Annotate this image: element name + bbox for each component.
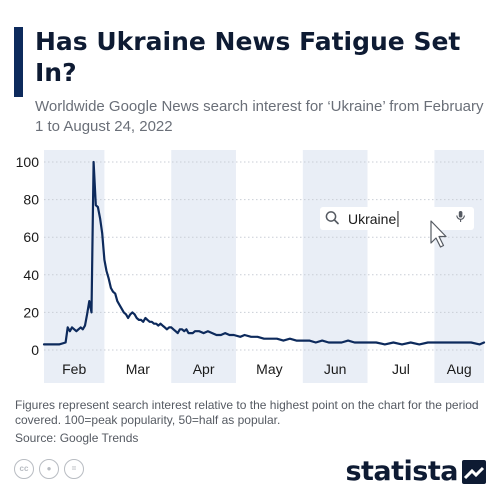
search-query: Ukraine xyxy=(348,211,396,227)
y-tick-label: 20 xyxy=(23,304,39,320)
chart-subtitle: Worldwide Google News search interest fo… xyxy=(35,98,484,135)
line-chart: 0 20 40 60 80 100 Feb Mar Apr May Jun Jul Aug Ukrai… xyxy=(16,150,486,383)
no-derivatives-icon: = xyxy=(64,459,84,479)
logo-wordmark: statista xyxy=(345,456,458,487)
y-tick-label: 80 xyxy=(23,192,39,208)
month-band-apr xyxy=(171,150,236,383)
search-box: Ukraine xyxy=(320,207,474,230)
logo-mark-icon xyxy=(462,459,486,484)
month-band-aug xyxy=(434,150,484,383)
license-icons: cc ● = xyxy=(14,459,84,479)
title-accent-bar xyxy=(14,27,23,97)
y-tick-label: 0 xyxy=(31,342,39,358)
microphone-icon xyxy=(456,211,465,222)
series-line-0 xyxy=(42,160,486,346)
month-bands xyxy=(44,150,484,383)
x-tick-label: Feb xyxy=(62,361,86,377)
statista-logo: statista xyxy=(345,456,486,487)
x-tick-label: Apr xyxy=(193,361,215,377)
cc-icon: cc xyxy=(14,459,34,479)
mouse-cursor-icon xyxy=(430,220,447,248)
y-tick-labels: 0 20 40 60 80 100 xyxy=(16,154,40,358)
y-tick-label: 40 xyxy=(23,267,39,283)
source-label: Source: Google Trends xyxy=(15,431,139,445)
x-tick-labels: Feb Mar Apr May Jun Jul Aug xyxy=(62,361,472,377)
gridlines xyxy=(44,161,484,351)
month-band-jun xyxy=(302,150,368,383)
chart-footnote: Figures represent search interest relati… xyxy=(15,398,479,427)
attribution-icon: ● xyxy=(39,459,59,479)
search-icon xyxy=(325,211,339,225)
x-tick-label: Mar xyxy=(126,361,150,377)
y-tick-label: 60 xyxy=(23,229,39,245)
x-tick-label: Aug xyxy=(447,361,472,377)
chart-title: Has Ukraine News Fatigue Set In? xyxy=(35,27,461,87)
x-tick-label: May xyxy=(256,361,282,377)
x-tick-label: Jul xyxy=(392,361,410,377)
series-lines xyxy=(42,160,486,346)
y-tick-label: 100 xyxy=(16,154,40,170)
x-tick-label: Jun xyxy=(324,361,347,377)
